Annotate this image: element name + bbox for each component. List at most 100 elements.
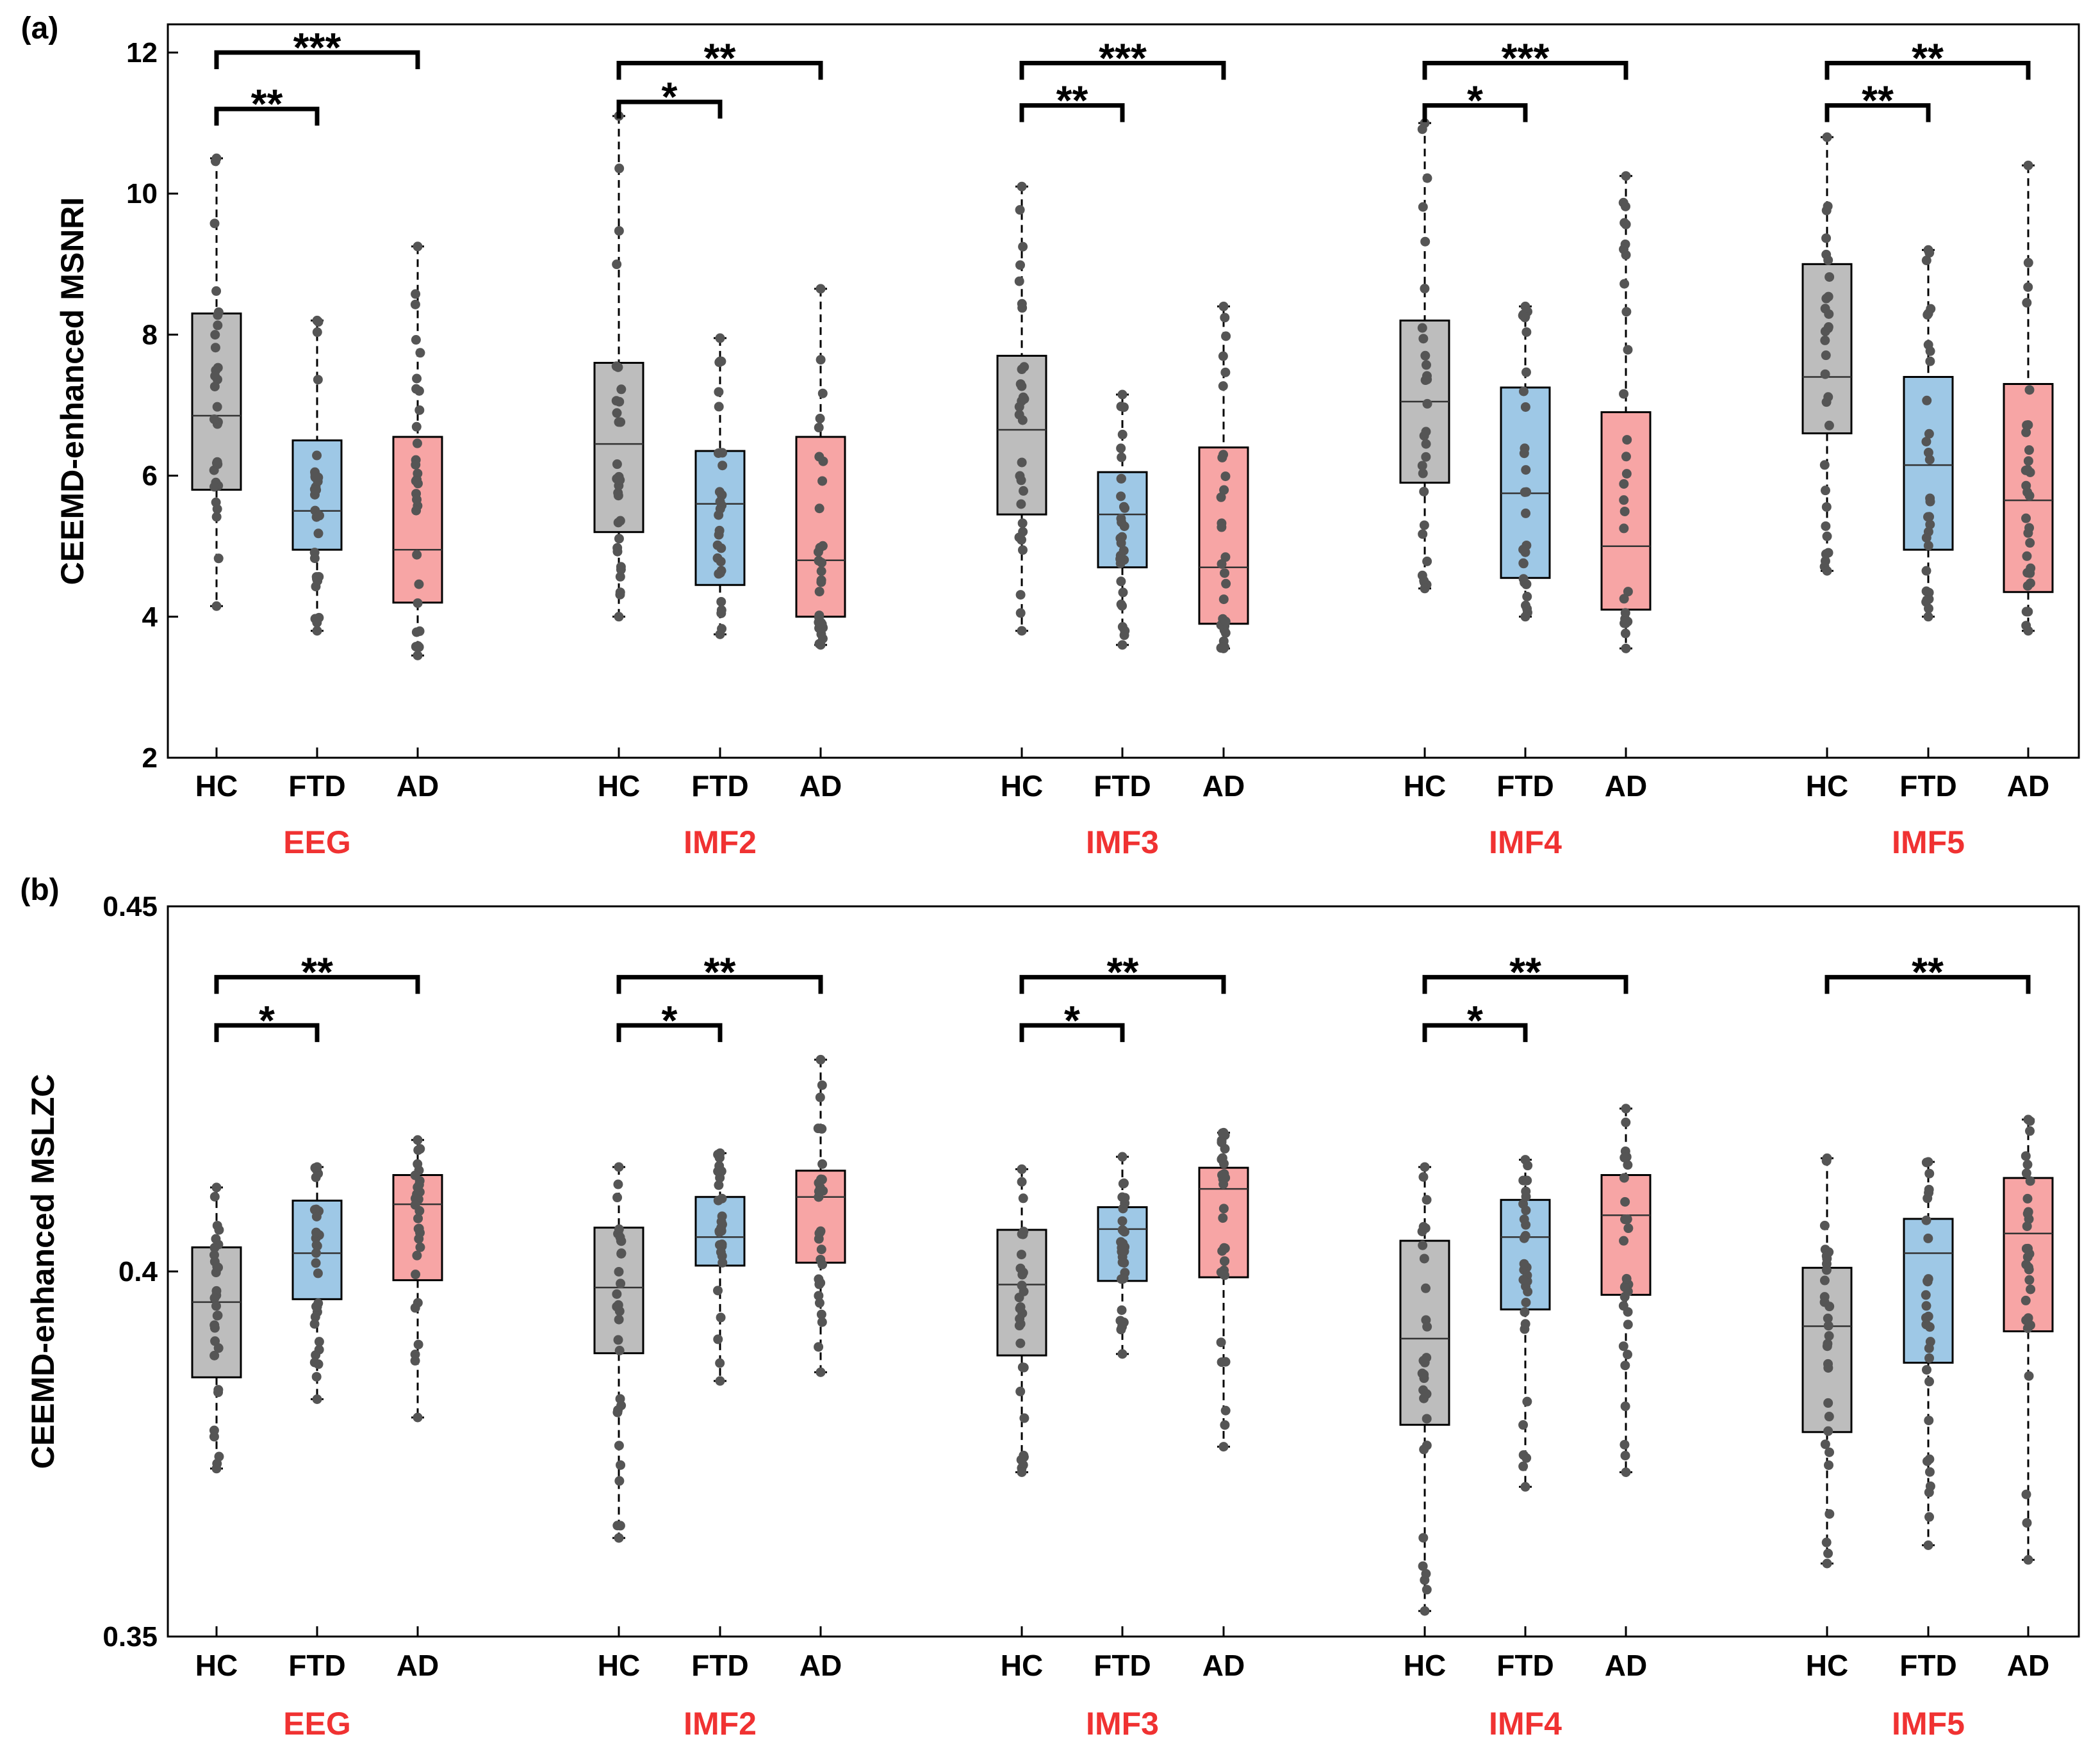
data-point <box>816 577 826 587</box>
data-point <box>714 510 724 520</box>
data-point <box>1219 1243 1229 1253</box>
data-point <box>718 461 728 471</box>
data-point <box>1621 643 1631 653</box>
scatter-points <box>1518 301 1533 622</box>
data-point <box>1118 587 1128 598</box>
scatter-points <box>712 333 728 639</box>
data-point <box>2025 1176 2035 1186</box>
data-point <box>1014 402 1024 412</box>
bracket-line <box>1019 1023 1125 1042</box>
data-point <box>1217 559 1227 569</box>
group-label: EEG <box>283 824 351 860</box>
data-point <box>716 608 726 618</box>
data-point <box>2022 1159 2033 1170</box>
panel-label: (a) <box>21 12 59 45</box>
data-point <box>717 1211 727 1221</box>
data-point <box>1016 499 1026 509</box>
data-point <box>713 1334 723 1344</box>
data-point <box>614 163 625 174</box>
bracket-line <box>1422 61 1628 80</box>
data-point <box>1923 308 1933 318</box>
significance-stars: * <box>259 997 275 1043</box>
data-point <box>2024 385 2035 395</box>
data-point <box>1620 1439 1630 1450</box>
data-point <box>1822 132 1832 142</box>
data-point <box>1620 1282 1630 1293</box>
data-point <box>1619 523 1629 534</box>
data-point <box>1621 250 1631 260</box>
data-point <box>1018 1193 1028 1204</box>
y-tick-label: 2 <box>142 742 158 774</box>
data-point <box>613 1300 623 1310</box>
data-point <box>213 310 223 320</box>
data-point <box>413 1339 423 1350</box>
box-ftd: FTD <box>288 1162 346 1682</box>
data-point <box>1015 608 1026 618</box>
data-point <box>1923 1157 1933 1167</box>
data-point <box>1218 594 1229 605</box>
data-point <box>1521 1453 1532 1463</box>
scatter-points <box>309 1162 324 1404</box>
data-point <box>614 1533 624 1543</box>
scatter-points <box>410 1135 425 1423</box>
group-label: IMF2 <box>684 1706 757 1742</box>
data-point <box>1924 1376 1935 1387</box>
data-point <box>1619 1236 1629 1246</box>
data-point <box>1417 323 1427 333</box>
data-point <box>1418 1533 1429 1543</box>
data-point <box>2024 1275 2035 1285</box>
data-point <box>1420 1606 1430 1616</box>
data-point <box>1925 346 1935 356</box>
data-point <box>1422 398 1432 409</box>
data-point <box>1921 533 1931 543</box>
data-point <box>1620 628 1630 639</box>
data-point <box>1822 531 1832 541</box>
data-point <box>1418 1355 1429 1366</box>
box-ad: AD <box>1600 171 1652 803</box>
data-point <box>312 450 322 461</box>
data-point <box>612 1193 623 1203</box>
data-point <box>1015 1386 1026 1396</box>
data-point <box>813 1123 823 1134</box>
data-point <box>1418 1240 1428 1250</box>
data-point <box>1117 429 1128 439</box>
box-ad: AD <box>795 1054 846 1682</box>
data-point <box>1014 276 1024 286</box>
data-point <box>614 417 624 427</box>
data-point <box>716 1247 726 1257</box>
data-point <box>1017 381 1027 391</box>
data-point <box>1118 1274 1128 1284</box>
data-point <box>1421 1569 1431 1579</box>
scatter-points <box>612 1162 627 1543</box>
data-point <box>714 1180 724 1190</box>
data-point <box>615 1394 625 1404</box>
x-tick-label: HC <box>195 769 238 803</box>
data-point <box>2021 427 2031 437</box>
data-point <box>1520 301 1530 311</box>
significance-bracket: *** <box>1422 35 1628 81</box>
data-point <box>312 327 322 338</box>
data-point <box>1216 1337 1226 1348</box>
data-point <box>1621 1273 1632 1284</box>
data-point <box>616 1460 626 1470</box>
data-point <box>414 626 425 636</box>
data-point <box>1521 579 1532 589</box>
data-point <box>210 371 220 381</box>
data-point <box>1619 495 1629 505</box>
data-point <box>613 1179 623 1189</box>
data-point <box>1924 587 1934 598</box>
data-point <box>1620 1450 1630 1460</box>
data-point <box>1116 443 1126 453</box>
x-tick-label: FTD <box>1094 1649 1151 1682</box>
data-point <box>209 414 219 425</box>
data-point <box>2023 257 2033 268</box>
data-point <box>1620 1196 1630 1207</box>
data-point <box>816 1278 826 1288</box>
data-point <box>2021 1489 2031 1499</box>
data-point <box>1520 612 1530 622</box>
data-point <box>616 1248 627 1259</box>
data-point <box>1923 541 1933 551</box>
box-ad: AD <box>795 284 846 803</box>
significance-bracket: ** <box>1824 35 2031 81</box>
data-point <box>1220 471 1231 482</box>
